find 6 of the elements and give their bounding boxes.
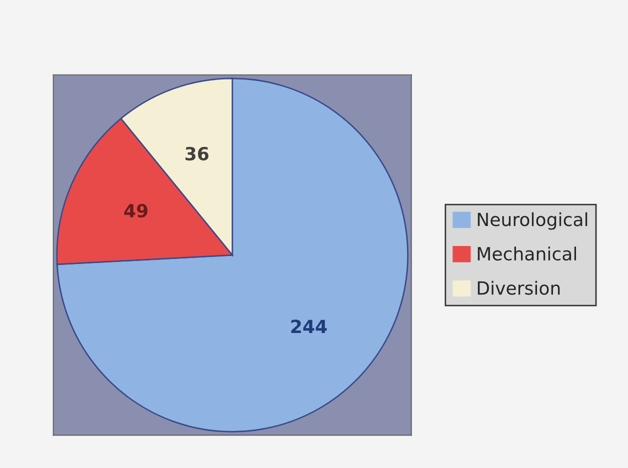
legend-label: Neurological [478, 212, 588, 230]
data-label: 49 [124, 204, 148, 218]
data-label: 36 [186, 146, 208, 161]
legend-label: Diversion [478, 280, 560, 295]
data-label: 244 [291, 320, 327, 333]
legend-label: Mechanical [478, 246, 576, 261]
